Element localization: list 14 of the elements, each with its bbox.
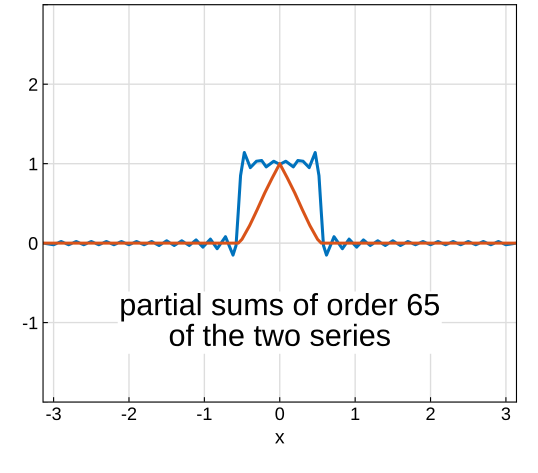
annotation: partial sums of order 65 of the two series	[121, 292, 439, 346]
y-tick-label: 1	[30, 158, 38, 170]
y-tick-label: -1	[22, 316, 38, 330]
x-tick-label: -1	[197, 408, 212, 420]
x-axis-title: x	[275, 433, 284, 444]
y-tick-label: 0	[28, 237, 38, 250]
x-tick-label: -3	[46, 407, 61, 420]
x-tick-label: 0	[275, 407, 284, 420]
line-series	[43, 162, 516, 245]
x-tick-label: -2	[122, 407, 136, 420]
x-tick-label: 3	[502, 407, 510, 420]
x-tick-label: 2	[426, 407, 435, 420]
y-tick-label: 2	[29, 78, 38, 91]
x-tick-label: 1	[352, 408, 360, 420]
